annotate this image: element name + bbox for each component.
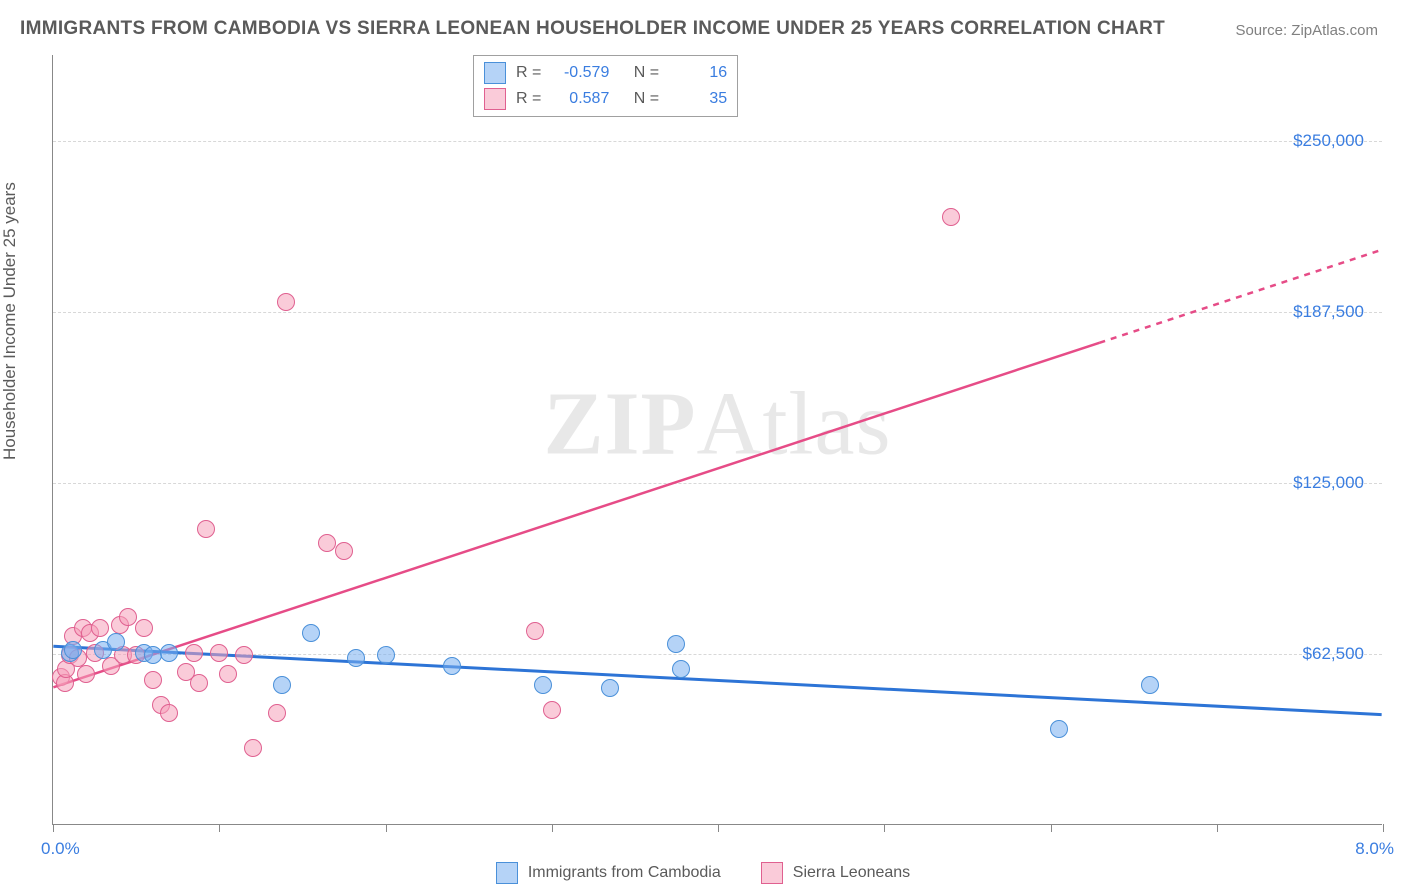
pink-n-value: 35 — [669, 90, 727, 108]
y-tick-label: $125,000 — [1293, 473, 1364, 493]
x-axis-min-label: 0.0% — [41, 839, 80, 859]
trend-line — [1099, 250, 1381, 343]
blue-scatter-point — [1050, 720, 1068, 738]
gridline — [53, 141, 1382, 142]
x-tick-mark — [1217, 824, 1218, 832]
pink-scatter-point — [197, 520, 215, 538]
correlation-stats-box: R = -0.579 N = 16 R = 0.587 N = 35 — [473, 55, 738, 117]
pink-scatter-point — [244, 739, 262, 757]
x-tick-mark — [552, 824, 553, 832]
chart-title: IMMIGRANTS FROM CAMBODIA VS SIERRA LEONE… — [20, 18, 1165, 40]
watermark-bold: ZIP — [543, 375, 696, 474]
blue-swatch-icon — [484, 62, 506, 84]
pink-scatter-point — [135, 619, 153, 637]
blue-r-value: -0.579 — [551, 64, 609, 82]
pink-scatter-point — [942, 208, 960, 226]
pink-scatter-point — [318, 534, 336, 552]
pink-scatter-point — [77, 665, 95, 683]
x-tick-mark — [53, 824, 54, 832]
pink-scatter-point — [335, 542, 353, 560]
pink-scatter-point — [144, 671, 162, 689]
gridline — [53, 312, 1382, 313]
n-label: N = — [634, 90, 659, 108]
pink-scatter-point — [277, 293, 295, 311]
pink-swatch-icon — [761, 862, 783, 884]
blue-scatter-point — [273, 676, 291, 694]
blue-scatter-point — [443, 657, 461, 675]
gridline — [53, 483, 1382, 484]
pink-scatter-point — [190, 674, 208, 692]
x-tick-mark — [219, 824, 220, 832]
legend-item-blue: Immigrants from Cambodia — [496, 862, 721, 884]
pink-scatter-point — [91, 619, 109, 637]
blue-scatter-point — [107, 633, 125, 651]
blue-scatter-point — [667, 635, 685, 653]
pink-scatter-point — [185, 644, 203, 662]
source-attribution: Source: ZipAtlas.com — [1235, 22, 1378, 39]
legend-item-pink: Sierra Leoneans — [761, 862, 910, 884]
stats-row-pink: R = 0.587 N = 35 — [484, 86, 727, 112]
pink-scatter-point — [210, 644, 228, 662]
plot-area: ZIPAtlas $62,500 $125,000 $187,500 $250,000… — [52, 55, 1382, 825]
y-tick-label: $187,500 — [1293, 302, 1364, 322]
blue-scatter-point — [534, 676, 552, 694]
x-tick-mark — [718, 824, 719, 832]
bottom-legend: Immigrants from Cambodia Sierra Leoneans — [0, 862, 1406, 884]
pink-scatter-point — [526, 622, 544, 640]
y-axis-label: Householder Income Under 25 years — [0, 182, 20, 460]
x-tick-mark — [386, 824, 387, 832]
watermark: ZIPAtlas — [543, 373, 891, 476]
r-label: R = — [516, 64, 541, 82]
watermark-rest: Atlas — [697, 375, 892, 474]
pink-scatter-point — [119, 608, 137, 626]
blue-scatter-point — [160, 644, 178, 662]
pink-scatter-point — [543, 701, 561, 719]
blue-scatter-point — [347, 649, 365, 667]
legend-label-pink: Sierra Leoneans — [793, 864, 910, 882]
x-tick-mark — [1383, 824, 1384, 832]
x-tick-mark — [1051, 824, 1052, 832]
blue-scatter-point — [64, 641, 82, 659]
pink-r-value: 0.587 — [551, 90, 609, 108]
x-axis-max-label: 8.0% — [1355, 839, 1394, 859]
blue-scatter-point — [672, 660, 690, 678]
pink-swatch-icon — [484, 88, 506, 110]
trend-lines — [53, 55, 1382, 824]
trend-line — [53, 343, 1099, 688]
n-label: N = — [634, 64, 659, 82]
blue-scatter-point — [377, 646, 395, 664]
blue-scatter-point — [1141, 676, 1159, 694]
pink-scatter-point — [268, 704, 286, 722]
y-tick-label: $62,500 — [1303, 644, 1364, 664]
r-label: R = — [516, 90, 541, 108]
stats-row-blue: R = -0.579 N = 16 — [484, 60, 727, 86]
pink-scatter-point — [235, 646, 253, 664]
blue-swatch-icon — [496, 862, 518, 884]
x-tick-mark — [884, 824, 885, 832]
blue-scatter-point — [601, 679, 619, 697]
blue-scatter-point — [302, 624, 320, 642]
blue-n-value: 16 — [669, 64, 727, 82]
legend-label-blue: Immigrants from Cambodia — [528, 864, 721, 882]
pink-scatter-point — [219, 665, 237, 683]
pink-scatter-point — [160, 704, 178, 722]
y-tick-label: $250,000 — [1293, 131, 1364, 151]
blue-scatter-point — [144, 646, 162, 664]
